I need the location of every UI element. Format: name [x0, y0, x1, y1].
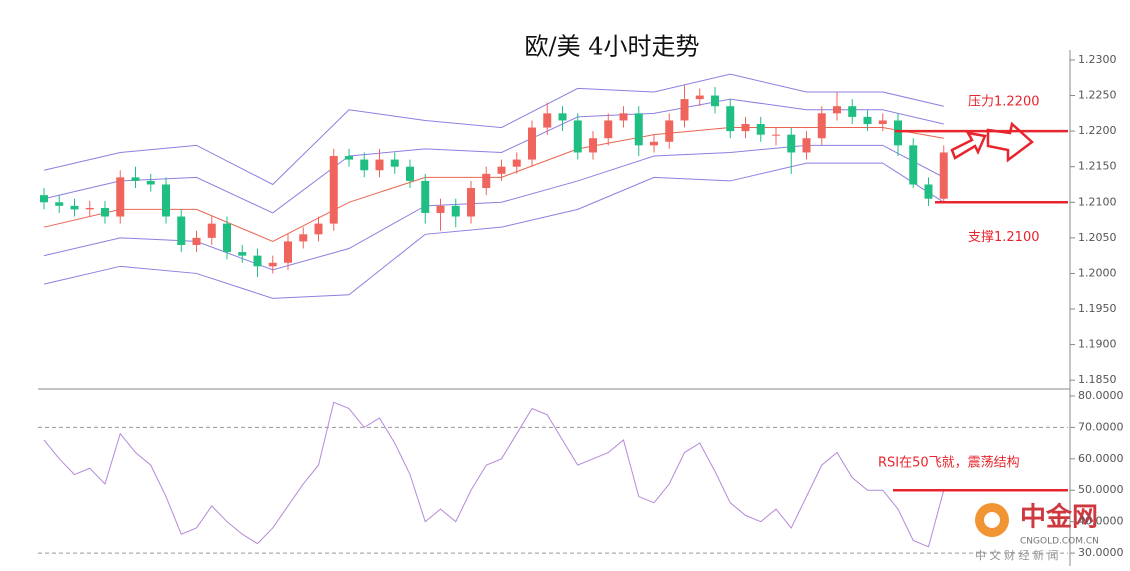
candle-body	[543, 113, 552, 128]
candle-body	[131, 177, 140, 181]
candle-body	[192, 237, 201, 245]
candle-body	[833, 106, 841, 114]
candle-body	[665, 120, 674, 142]
candle-body	[406, 166, 414, 181]
candle-body	[467, 188, 475, 217]
y-tick-label: 60.0000	[1078, 452, 1124, 465]
candle-body	[162, 184, 170, 217]
candle-body	[802, 138, 811, 153]
candle-body	[284, 241, 292, 263]
tagline: 中 文 财 经 新 闻	[975, 548, 1058, 562]
candle-body	[299, 234, 308, 242]
candle-body	[634, 113, 643, 146]
y-tick-label: 1.2200	[1078, 124, 1117, 137]
candle-body	[756, 124, 765, 135]
candle-body	[924, 184, 933, 199]
candle-body	[375, 159, 384, 171]
y-tick-label: 70.0000	[1078, 420, 1124, 433]
y-tick-label: 1.2000	[1078, 266, 1117, 279]
arrow	[950, 131, 987, 160]
candle-body	[146, 180, 155, 185]
candle-body	[253, 255, 262, 267]
candle-body	[55, 202, 64, 206]
candle-body	[741, 124, 750, 132]
band-line	[43, 73, 944, 186]
candle-body	[787, 134, 796, 153]
rsi-note: RSI在50飞就，震荡结构	[878, 456, 1020, 471]
candle-body	[863, 116, 872, 125]
candle-body	[177, 216, 186, 245]
candle-body	[421, 180, 430, 213]
logo-inner	[984, 512, 1000, 528]
candle-body	[939, 152, 948, 199]
site: CNGOLD.COM.CN	[1020, 537, 1099, 547]
candle-body	[528, 127, 536, 160]
candle-body	[909, 145, 918, 185]
candle-body	[573, 120, 582, 153]
watermark: 中金网 CNGOLD.COM.CN 中 文 财 经 新 闻	[975, 502, 1099, 562]
candle-body	[482, 173, 491, 189]
band-line	[43, 162, 945, 299]
candle-body	[329, 156, 338, 224]
y-tick-label: 1.2250	[1078, 89, 1117, 102]
candle-body	[238, 252, 247, 256]
band-line	[43, 98, 944, 214]
candle-body	[650, 141, 658, 146]
y-tick-label: 40.0000	[1078, 515, 1124, 528]
brand: 中金网	[1020, 502, 1098, 533]
candle-body	[817, 113, 826, 139]
y-tick-label: 1.2150	[1078, 160, 1117, 173]
candle-body	[70, 205, 79, 210]
band-line	[43, 144, 944, 271]
chart-title: 欧/美 4小时走势	[525, 33, 700, 61]
candle-body	[711, 95, 719, 107]
candle-body	[390, 159, 399, 167]
candle-body	[772, 134, 780, 136]
candle-body	[878, 120, 887, 125]
y-tick-label: 1.1900	[1078, 338, 1117, 351]
candle-body	[85, 207, 94, 210]
rsi-line	[43, 401, 945, 548]
candle-body	[223, 223, 231, 253]
candle-body	[436, 205, 445, 213]
candle-body	[207, 223, 216, 238]
arrows	[950, 121, 1034, 163]
candle-body	[314, 223, 323, 235]
candle-body	[116, 177, 125, 217]
y-tick-label: 1.2050	[1078, 231, 1117, 244]
candle-body	[680, 99, 689, 121]
candle-body	[360, 159, 369, 171]
candle-body	[604, 120, 613, 139]
arrow	[986, 121, 1034, 163]
candle-body	[589, 138, 597, 153]
candle-body	[345, 156, 353, 160]
candle-body	[101, 207, 109, 217]
candle-body	[497, 166, 506, 174]
candle-body	[558, 113, 567, 121]
y-tick-label: 1.1950	[1078, 302, 1117, 315]
level-label: 压力1.2200	[968, 95, 1040, 110]
candle-body	[726, 106, 735, 132]
candle-body	[848, 106, 857, 117]
level-label: 支撑1.2100	[968, 230, 1040, 245]
y-tick-label: 80.0000	[1078, 389, 1124, 402]
candle-body	[695, 95, 704, 100]
y-tick-label: 50.0000	[1078, 483, 1124, 496]
candle-body	[894, 120, 902, 146]
candle-body	[619, 113, 628, 121]
y-tick-label: 1.1850	[1078, 373, 1117, 386]
candle-body	[268, 262, 277, 267]
candle-body	[512, 159, 521, 167]
candle-body	[40, 195, 48, 203]
candle-body	[451, 205, 460, 217]
y-tick-label: 1.2300	[1078, 53, 1117, 66]
y-tick-label: 30.0000	[1078, 546, 1124, 559]
y-tick-label: 1.2100	[1078, 195, 1117, 208]
